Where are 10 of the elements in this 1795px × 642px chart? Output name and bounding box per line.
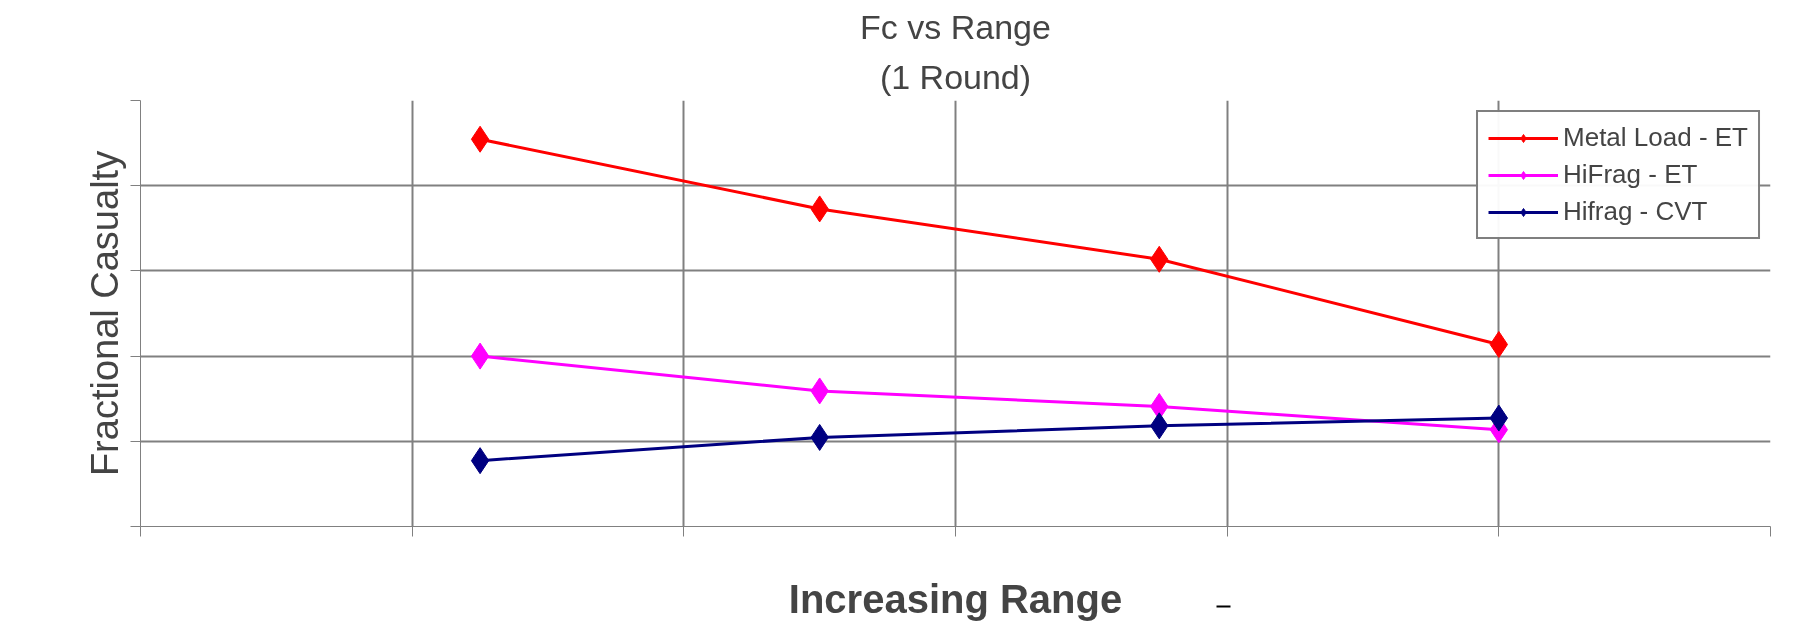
point [470,447,490,475]
legend-label: Metal Load - ET [1563,122,1748,153]
chart-title: Fc vs Range [860,7,1051,46]
legend-label: Hifrag - CVT [1563,196,1708,227]
point [470,125,490,153]
chart-subtitle: (1 Round) [879,57,1032,96]
point [470,342,490,370]
x-axis-title: Increasing Range [788,576,1123,621]
legend-label: HiFrag - ET [1563,159,1698,190]
y-axis-title: Fractional Casualty [83,150,126,477]
